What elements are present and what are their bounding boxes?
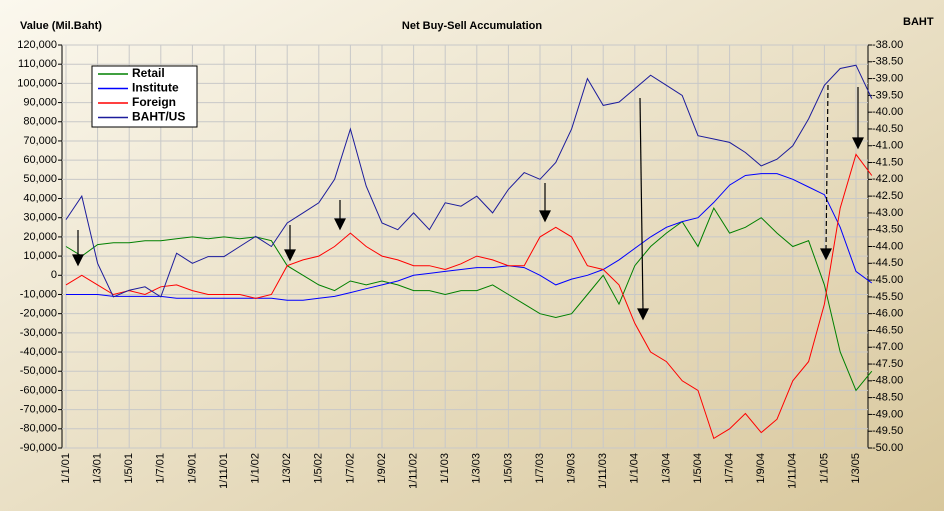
y2-tick-label: -50.00 — [872, 442, 903, 454]
y-tick-label: 10,000 — [23, 250, 57, 262]
y2-tick-label: -48.50 — [872, 392, 903, 404]
y-tick-label: 80,000 — [23, 116, 57, 128]
x-tick-label: 1/5/03 — [502, 453, 514, 484]
y2-tick-label: -48.00 — [872, 375, 903, 387]
x-tick-label: 1/3/03 — [471, 453, 483, 484]
y-tick-label: -40,000 — [20, 346, 57, 358]
x-tick-label: 1/11/01 — [218, 453, 230, 489]
y2-tick-label: -42.00 — [872, 173, 903, 185]
x-tick-label: 1/7/02 — [344, 453, 356, 484]
x-tick-label: 1/7/04 — [724, 453, 736, 484]
y2-tick-label: -46.50 — [872, 324, 903, 336]
y-tick-label: 20,000 — [23, 231, 57, 243]
y2-tick-label: -39.50 — [872, 89, 903, 101]
x-tick-label: 1/1/01 — [60, 453, 72, 484]
x-tick-label: 1/1/04 — [629, 453, 641, 484]
series-line — [66, 173, 873, 301]
series-lines — [65, 64, 873, 440]
arrow-head — [334, 218, 346, 231]
arrow — [639, 97, 644, 311]
dashed-arrow — [825, 84, 829, 251]
arrow-head — [284, 249, 296, 262]
y2-tick-label: -45.00 — [872, 274, 903, 286]
y2-tick-label: -45.50 — [872, 291, 903, 303]
y2-tick-label: -44.00 — [872, 240, 903, 252]
y-tick-label: -50,000 — [20, 365, 57, 377]
y-tick-label: -10,000 — [20, 288, 57, 300]
y-tick-label: -70,000 — [20, 404, 57, 416]
annotations — [72, 84, 864, 321]
x-tick-label: 1/3/05 — [850, 453, 862, 484]
y-tick-label: 120,000 — [17, 39, 57, 51]
x-tick-label: 1/5/01 — [123, 453, 135, 484]
y2-tick-label: -43.00 — [872, 207, 903, 219]
y-tick-label: -30,000 — [20, 327, 57, 339]
arrow-head — [539, 210, 551, 223]
y-tick-label: -20,000 — [20, 308, 57, 320]
y2-tick-label: -38.00 — [872, 39, 903, 51]
y-tick-label: 90,000 — [23, 96, 57, 108]
x-tick-label: 1/9/03 — [566, 453, 578, 484]
legend-label: BAHT/US — [132, 110, 185, 124]
arrow-head — [637, 308, 649, 321]
y-tick-label: 60,000 — [23, 154, 57, 166]
x-tick-label: 1/11/04 — [787, 453, 799, 489]
y2-tick-label: -42.50 — [872, 190, 903, 202]
y2-tick-label: -41.00 — [872, 140, 903, 152]
y-tick-label: 110,000 — [18, 58, 57, 70]
series-line — [65, 64, 873, 298]
x-tick-label: 1/5/04 — [692, 453, 704, 484]
arrow-head — [820, 248, 832, 261]
arrow-head — [852, 137, 864, 150]
x-tick-label: 1/11/02 — [408, 453, 420, 489]
y2-tick-label: -49.00 — [872, 408, 903, 420]
legend-label: Institute — [132, 81, 179, 95]
series-line — [65, 207, 873, 392]
y2-tick-label: -41.50 — [872, 156, 903, 168]
x-tick-label: 1/9/02 — [376, 453, 388, 484]
y-tick-label: 70,000 — [23, 135, 57, 147]
x-tick-label: 1/9/04 — [755, 453, 767, 484]
y2-tick-label: -44.50 — [872, 257, 903, 269]
x-tick-label: 1/1/02 — [250, 453, 262, 484]
y-tick-label: -80,000 — [20, 423, 57, 435]
x-tick-label: 1/11/03 — [597, 453, 609, 489]
chart-title: Net Buy-Sell Accumulation — [402, 20, 542, 32]
x-tick-label: 1/1/03 — [439, 453, 451, 484]
x-tick-label: 1/9/01 — [186, 453, 198, 484]
y2-tick-label: -47.50 — [872, 358, 903, 370]
legend-label: Retail — [132, 66, 165, 80]
y-axis-label: Value (Mil.Baht) — [20, 20, 102, 32]
y2-axis-label: BAHT — [903, 16, 934, 28]
y-tick-label: 40,000 — [23, 192, 57, 204]
y-tick-label: 50,000 — [23, 173, 57, 185]
x-tick-label: 1/5/02 — [313, 453, 325, 484]
x-tick-label: 1/3/02 — [281, 453, 293, 484]
y2-tick-label: -47.00 — [872, 341, 903, 353]
legend-label: Foreign — [132, 95, 176, 109]
y2-tick-label: -40.00 — [872, 106, 903, 118]
y2-tick-label: -40.50 — [872, 123, 903, 135]
x-tick-label: 1/3/01 — [92, 453, 104, 484]
y-tick-label: 30,000 — [23, 212, 57, 224]
y2-tick-label: -46.00 — [872, 308, 903, 320]
y2-tick-label: -38.50 — [872, 56, 903, 68]
y2-tick-label: -49.50 — [872, 425, 903, 437]
y2-tick-label: -43.50 — [872, 224, 903, 236]
arrow-head — [72, 254, 84, 267]
x-tick-label: 1/3/04 — [660, 453, 672, 484]
x-tick-label: 1/1/05 — [818, 453, 830, 484]
y-tick-label: -90,000 — [20, 442, 57, 454]
x-tick-label: 1/7/01 — [155, 453, 167, 484]
series-line — [65, 153, 873, 440]
y-tick-label: 0 — [51, 269, 57, 281]
y-tick-label: 100,000 — [17, 77, 57, 89]
x-tick-label: 1/7/03 — [534, 453, 546, 484]
y2-tick-label: -39.00 — [872, 72, 903, 84]
y-tick-label: -60,000 — [20, 384, 57, 396]
